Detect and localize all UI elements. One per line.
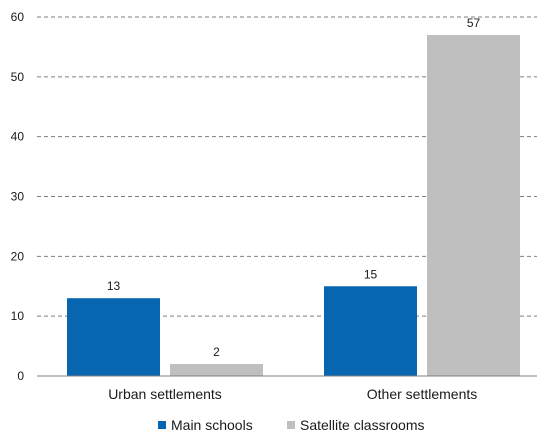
legend-swatch bbox=[287, 421, 295, 429]
x-category-label: Other settlements bbox=[367, 386, 478, 402]
y-tick-label: 30 bbox=[11, 190, 25, 204]
y-tick-label: 40 bbox=[11, 130, 25, 144]
data-label: 2 bbox=[213, 345, 220, 359]
data-label: 13 bbox=[107, 279, 121, 293]
y-axis-tick-labels: 0 10 20 30 40 50 60 bbox=[11, 10, 25, 383]
data-labels: 13 2 15 57 bbox=[107, 16, 481, 359]
legend-swatch bbox=[158, 421, 166, 429]
y-tick-label: 20 bbox=[11, 249, 25, 263]
bar bbox=[324, 286, 417, 376]
y-tick-label: 10 bbox=[11, 309, 25, 323]
x-axis: Urban settlements Other settlements bbox=[37, 375, 537, 402]
data-label: 15 bbox=[364, 267, 378, 281]
bar bbox=[427, 34, 520, 376]
data-label: 57 bbox=[467, 16, 481, 30]
x-category-label: Urban settlements bbox=[108, 386, 222, 402]
bar bbox=[170, 364, 263, 376]
legend: Main schools Satellite classrooms bbox=[158, 417, 425, 433]
legend-label: Satellite classrooms bbox=[300, 417, 425, 433]
legend-label: Main schools bbox=[171, 417, 253, 433]
bars bbox=[67, 34, 520, 376]
bar bbox=[67, 298, 160, 376]
y-tick-label: 60 bbox=[11, 10, 25, 24]
y-tick-label: 0 bbox=[17, 369, 24, 383]
y-tick-label: 50 bbox=[11, 70, 25, 84]
